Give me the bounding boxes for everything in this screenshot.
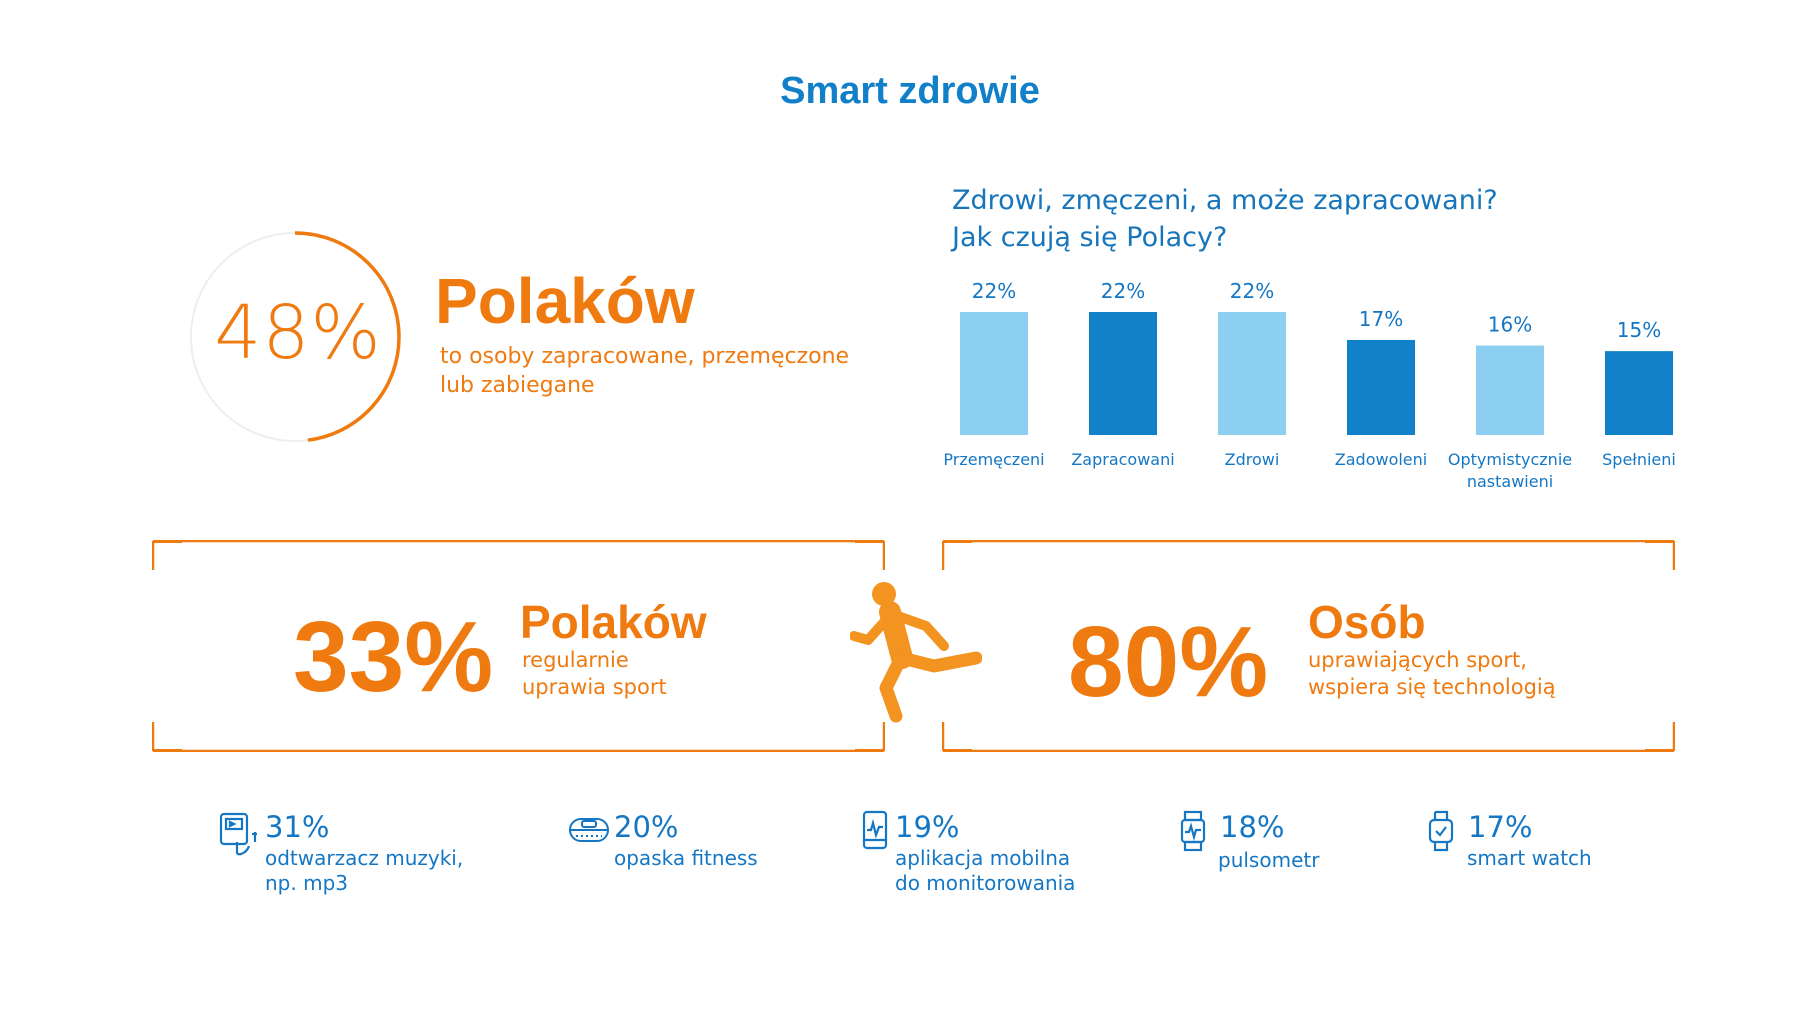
sport-heading: Polaków (520, 596, 707, 648)
bar-chart: 22% Przemęczeni 22% Zapracowani 22% Zdrowi 17%… (943, 279, 1676, 491)
stat-box-right-frame (942, 540, 1675, 752)
bar-3 (1347, 339, 1415, 435)
category-label-3-0: Zadowoleni (1335, 450, 1427, 469)
bar-value-label-4: 16% (1488, 313, 1532, 337)
stat-label-music: odtwarzacz muzyki, np. mp3 (265, 846, 463, 896)
category-label-4-1: nastawieni (1467, 472, 1553, 491)
category-label-5-0: Spełnieni (1602, 450, 1676, 469)
fitness-band-icon (569, 818, 609, 842)
stat-label-watch-line-1: smart watch (1467, 846, 1592, 870)
category-label-1-0: Zapracowani (1071, 450, 1174, 469)
sport-text: regularnie uprawia sport (522, 647, 667, 701)
category-label-2-0: Zdrowi (1225, 450, 1280, 469)
stat-percent-watch: 17% (1468, 810, 1533, 844)
ring-arc (189, 231, 401, 443)
stat-label-music-line-1: odtwarzacz muzyki, (265, 846, 464, 870)
bar-value-label-1: 22% (1101, 279, 1145, 303)
stat-label-watch: smart watch (1467, 846, 1592, 871)
bar-value-label-2: 22% (1230, 279, 1274, 303)
stat-label-pulse-line-1: pulsometr (1218, 848, 1320, 872)
stat-label-band: opaska fitness (614, 846, 758, 871)
ring-text: to osoby zapracowane, przemęczone lub za… (440, 344, 850, 398)
bar-0 (960, 312, 1028, 435)
chart-title-line-2: Jak czują się Polacy? (952, 222, 1228, 253)
music-player-icon (219, 812, 257, 856)
progress-ring (189, 231, 401, 443)
sport-text-line-1: regularnie (522, 648, 629, 672)
technology-text-line-1: uprawiających sport, (1308, 648, 1527, 672)
stat-label-app-line-2: do monitorowania (895, 871, 1076, 895)
ring-heading: Polaków (435, 265, 695, 337)
bar-value-label-5: 15% (1617, 318, 1661, 342)
stat-percent-band: 20% (614, 810, 679, 844)
stat-label-band-line-1: opaska fitness (614, 846, 758, 870)
technology-percent: 80% (1068, 606, 1269, 718)
category-label-4-0: Optymistycznie (1448, 450, 1572, 469)
bar-5 (1605, 351, 1673, 435)
chart-title-line-1: Zdrowi, zmęczeni, a może zapracowani? (952, 185, 1498, 216)
stat-label-pulse: pulsometr (1218, 848, 1319, 873)
stat-label-app: aplikacja mobilna do monitorowania (895, 846, 1075, 896)
stat-label-app-line-1: aplikacja mobilna (895, 846, 1071, 870)
bar-value-label-0: 22% (972, 279, 1016, 303)
sport-text-line-2: uprawia sport (522, 675, 667, 699)
technology-text-line-2: wspiera się technologią (1308, 675, 1556, 699)
bar-1 (1089, 312, 1157, 435)
stat-percent-app: 19% (895, 810, 960, 844)
stat-percent-pulse: 18% (1220, 810, 1285, 844)
chart-title: Zdrowi, zmęczeni, a może zapracowani? Ja… (952, 182, 1498, 256)
runner-icon (850, 582, 982, 723)
mobile-app-icon (862, 810, 888, 850)
stat-percent-music: 31% (265, 810, 330, 844)
bar-value-label-3: 17% (1359, 307, 1403, 331)
ring-percent: 48% (214, 290, 382, 376)
bar-2 (1218, 312, 1286, 435)
technology-heading: Osób (1308, 596, 1426, 648)
heart-rate-monitor-icon (1180, 810, 1206, 852)
sport-percent: 33% (293, 601, 494, 713)
page-title: Smart zdrowie (780, 70, 1040, 112)
bar-4 (1476, 345, 1544, 435)
stat-box-left-frame (152, 540, 885, 752)
technology-text: uprawiających sport, wspiera się technol… (1308, 647, 1556, 701)
category-label-0-0: Przemęczeni (943, 450, 1044, 469)
smart-watch-icon (1428, 810, 1454, 852)
stat-label-music-line-2: np. mp3 (265, 871, 348, 895)
